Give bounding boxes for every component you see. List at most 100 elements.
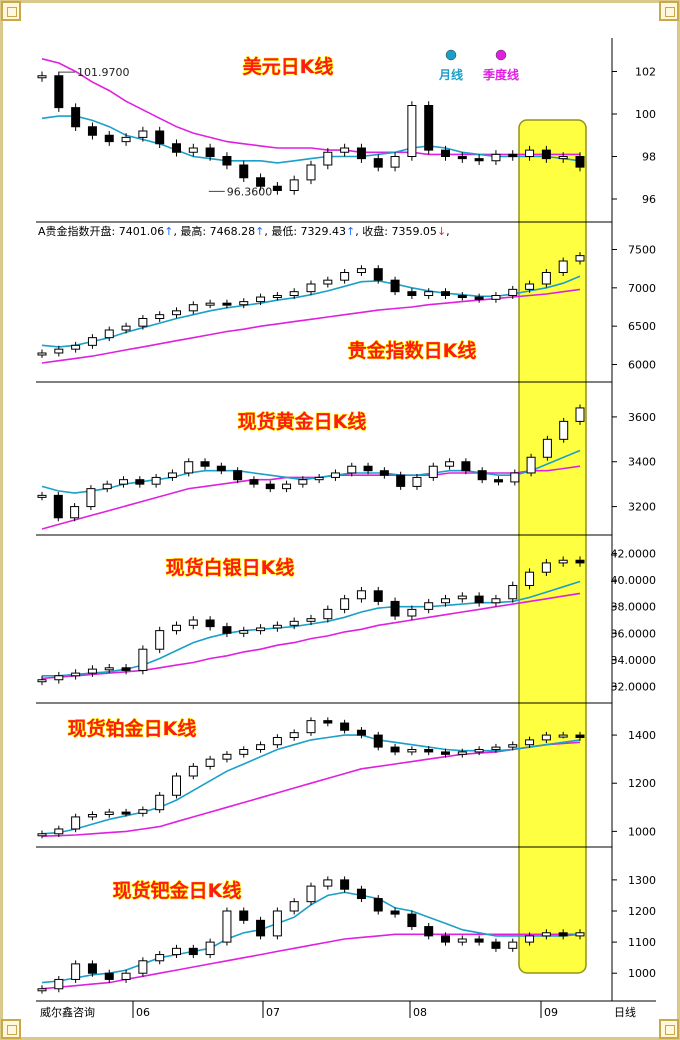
y-tick-label: 98 xyxy=(642,151,656,164)
y-tick-label: 1000 xyxy=(628,967,656,980)
candle xyxy=(491,743,501,753)
y-tick-label: 36.0000 xyxy=(611,627,657,640)
candle xyxy=(474,592,484,607)
candle xyxy=(239,160,249,182)
candle xyxy=(87,334,97,349)
price-annotation: 96.3600 xyxy=(227,185,272,198)
candle-body xyxy=(491,153,501,162)
candle-body xyxy=(239,164,249,179)
candle-body xyxy=(525,283,535,290)
candle xyxy=(119,476,129,488)
candle xyxy=(138,806,148,817)
candle xyxy=(188,143,198,157)
candle xyxy=(37,349,47,358)
candle xyxy=(37,71,47,82)
candle xyxy=(407,101,417,161)
candle xyxy=(54,975,64,993)
candle xyxy=(155,126,165,148)
candle-body xyxy=(306,618,316,622)
candle xyxy=(239,746,249,758)
candle-body xyxy=(87,337,97,346)
candle-body xyxy=(205,619,215,628)
candle-body xyxy=(525,739,535,746)
panel-5: 1000 1200 1400 现货铂金日K线 xyxy=(36,702,656,839)
candle xyxy=(239,626,249,638)
candle-body xyxy=(37,679,47,683)
candle-body xyxy=(239,301,249,306)
candle xyxy=(373,154,383,172)
candle-body xyxy=(298,479,308,485)
candle-body xyxy=(306,164,316,181)
candle xyxy=(390,152,400,172)
candle xyxy=(323,605,333,623)
y-tick-label: 6500 xyxy=(628,320,656,333)
candle xyxy=(37,830,47,839)
candle xyxy=(508,741,518,751)
candle-body xyxy=(282,483,292,490)
candle-body xyxy=(53,494,63,519)
candle-body xyxy=(541,149,551,160)
candle-body xyxy=(363,465,373,472)
candle xyxy=(474,935,484,946)
candle xyxy=(222,622,232,638)
panel-title: 美元日K线 xyxy=(243,55,334,78)
candle xyxy=(424,746,434,756)
panel-title: 现货白银日K线 xyxy=(166,556,295,579)
candle-body xyxy=(373,898,383,912)
legend-dot-icon xyxy=(495,49,507,61)
ma-quarter-line xyxy=(41,58,580,156)
candle-body xyxy=(424,749,434,753)
candle xyxy=(87,122,97,140)
candle xyxy=(575,556,585,567)
candle-body xyxy=(172,947,181,956)
candle-body xyxy=(390,156,400,168)
candle-body xyxy=(256,177,266,187)
candle-body xyxy=(493,479,503,483)
legend-label: 月线 xyxy=(438,67,463,82)
candle-body xyxy=(104,134,114,143)
candle-body xyxy=(558,734,568,738)
candle-body xyxy=(272,624,282,629)
candle-body xyxy=(407,291,417,296)
candle xyxy=(306,882,316,906)
candle-body xyxy=(457,751,467,755)
y-tick-label: 3200 xyxy=(628,501,656,514)
candle-body xyxy=(138,318,148,327)
candle-body xyxy=(71,963,81,980)
candle-body xyxy=(396,474,406,487)
candle xyxy=(491,594,501,607)
candle xyxy=(306,614,316,626)
candle xyxy=(347,462,357,477)
candle xyxy=(53,491,63,522)
y-tick-label: 6000 xyxy=(628,359,656,372)
candle xyxy=(314,473,324,484)
candle-body xyxy=(188,304,198,312)
candle-body xyxy=(188,619,198,626)
candle-body xyxy=(172,775,181,796)
legend-dot-icon xyxy=(445,49,457,61)
candle xyxy=(340,876,350,893)
candle xyxy=(558,556,568,567)
candle-body xyxy=(508,288,518,297)
candle-body xyxy=(461,461,471,472)
candle xyxy=(172,944,181,959)
y-tick-label: 7000 xyxy=(628,282,656,295)
candle xyxy=(474,154,484,165)
candle xyxy=(356,586,366,603)
candle-body xyxy=(205,302,215,306)
candle xyxy=(461,458,471,475)
candle-body xyxy=(525,149,535,157)
candle-body xyxy=(272,736,282,746)
candle xyxy=(558,257,568,276)
candle-body xyxy=(87,814,97,818)
candle xyxy=(457,592,467,603)
candle xyxy=(239,298,249,309)
y-tick-label: 34.0000 xyxy=(611,654,657,667)
month-label: 09 xyxy=(544,1006,558,1019)
y-tick-label: 1300 xyxy=(628,874,656,887)
candle xyxy=(379,467,389,479)
candle xyxy=(184,458,194,477)
candle-body xyxy=(155,314,165,319)
candle xyxy=(407,288,417,299)
candle xyxy=(121,663,131,675)
